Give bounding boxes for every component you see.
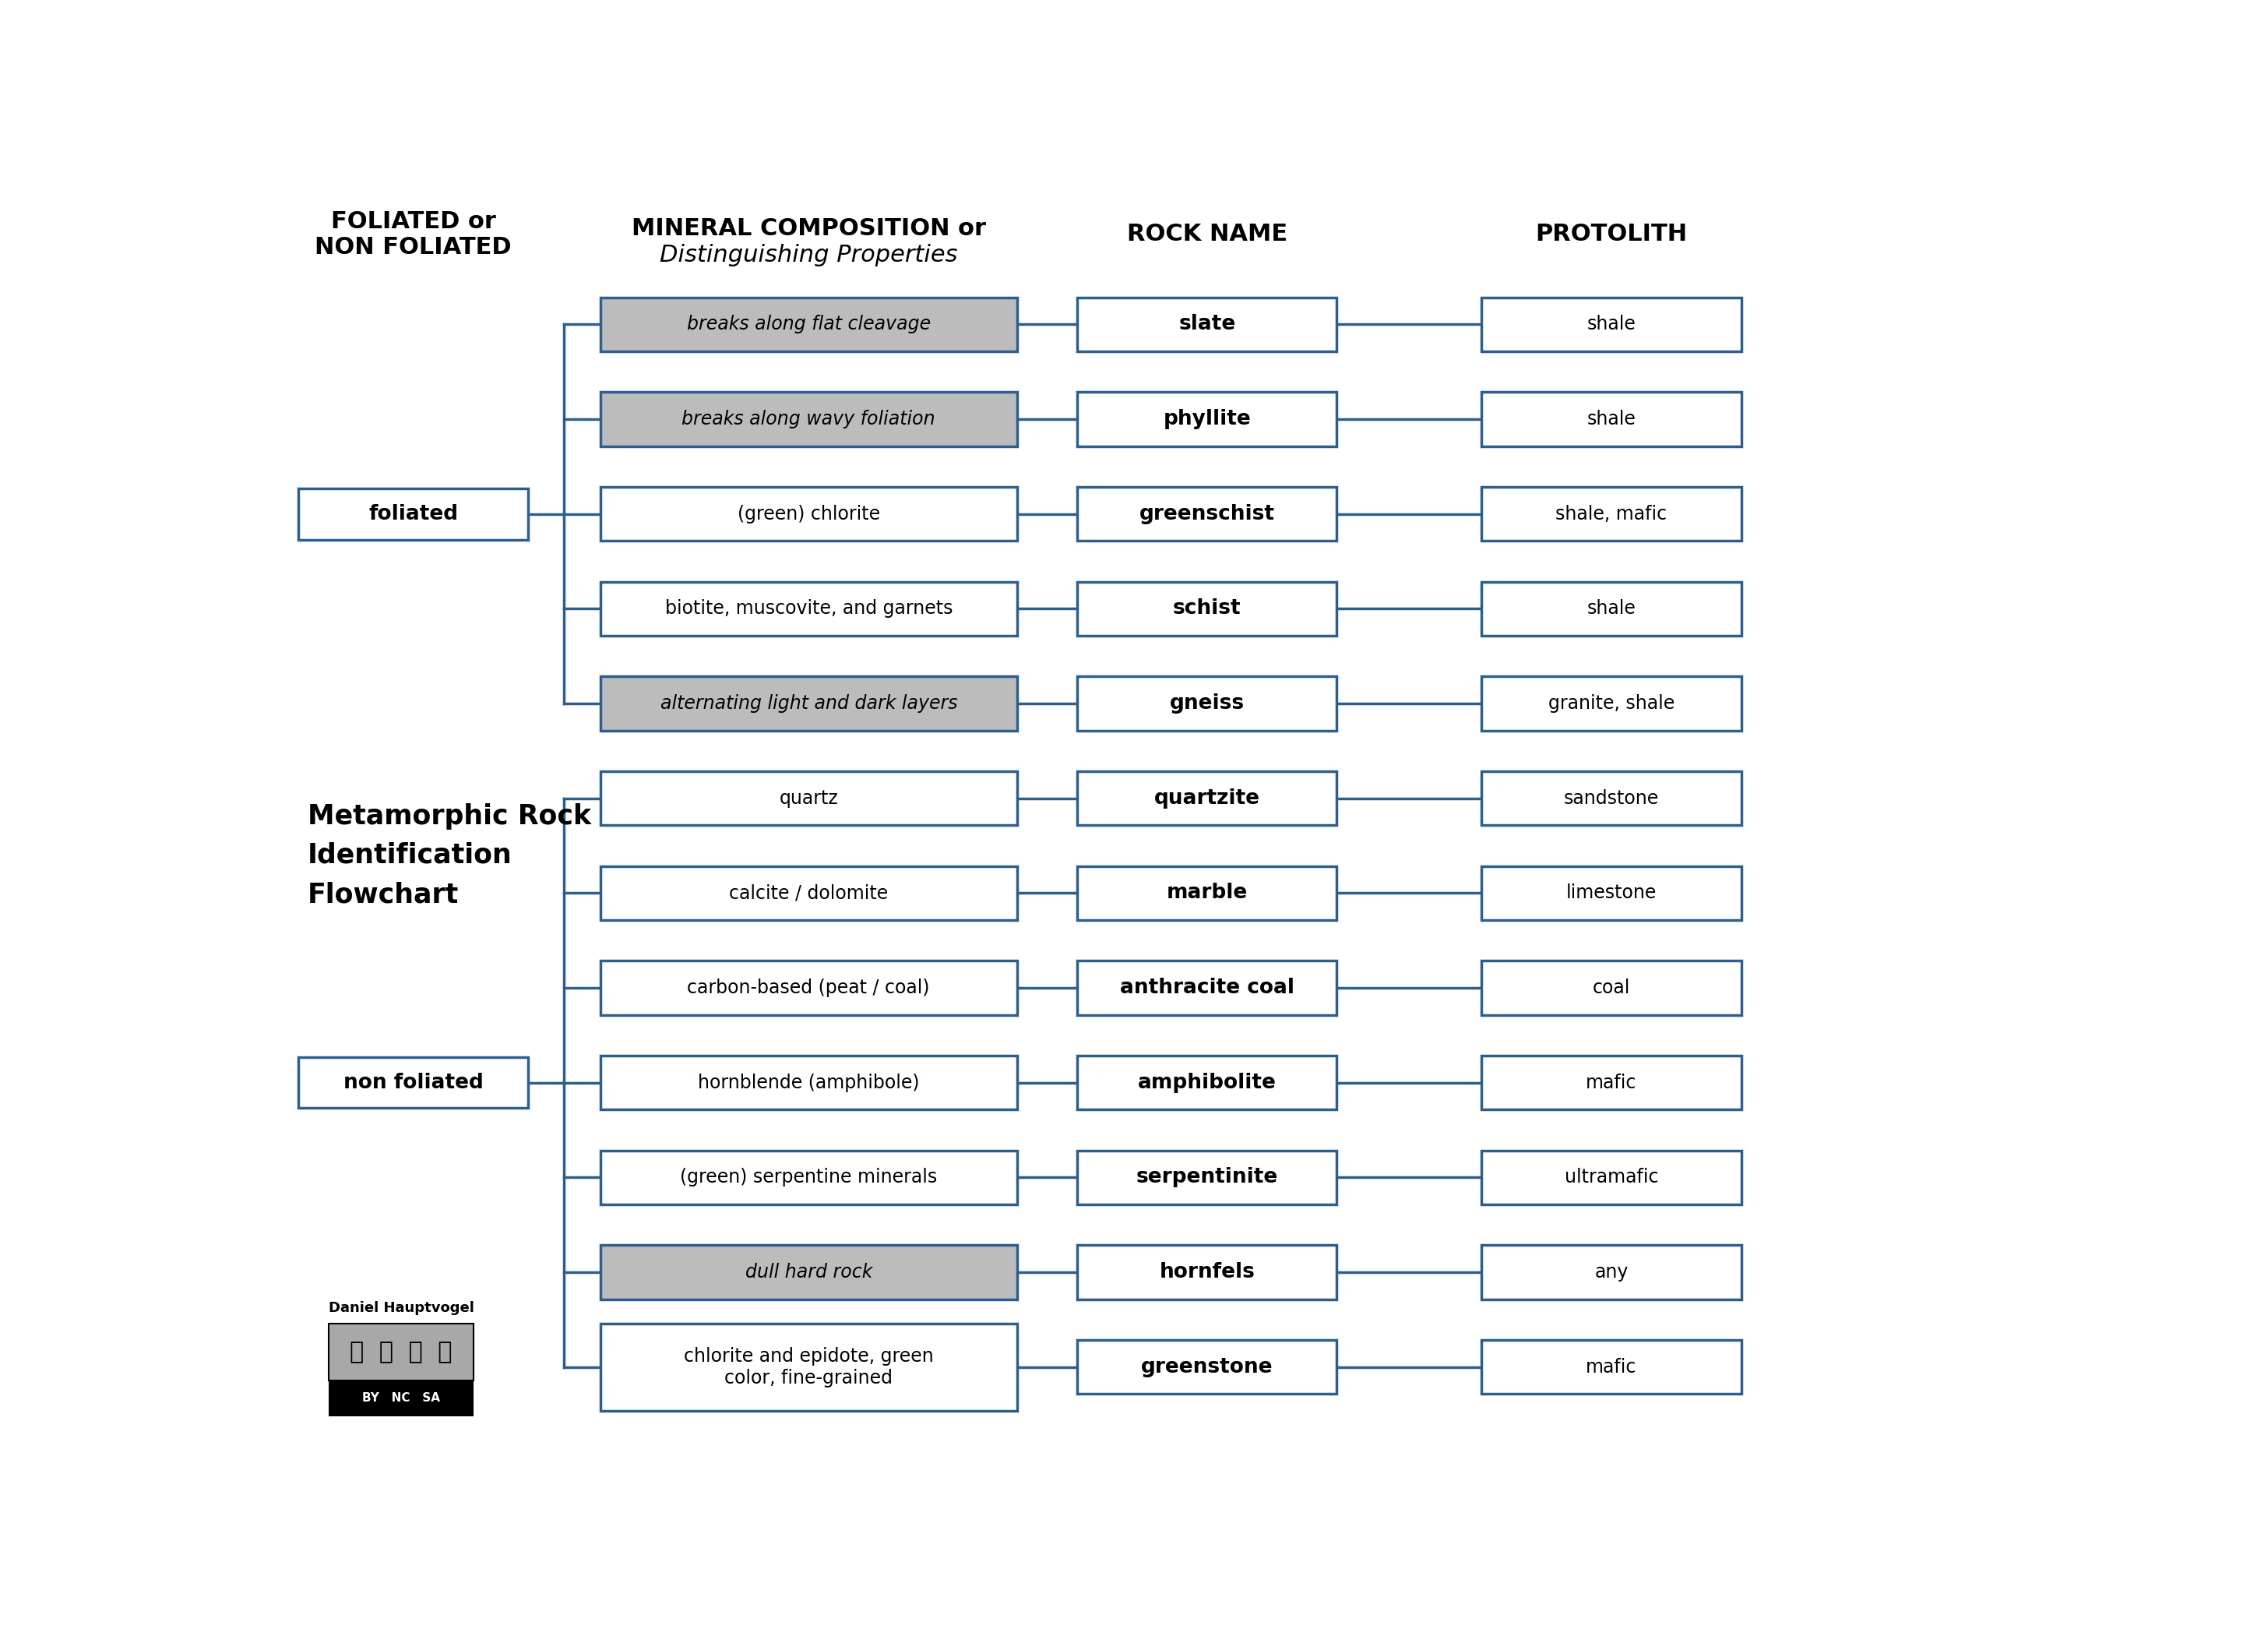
FancyBboxPatch shape	[299, 489, 528, 539]
Text: (green) chlorite: (green) chlorite	[737, 505, 880, 523]
FancyBboxPatch shape	[1481, 393, 1742, 446]
Text: non foliated: non foliated	[342, 1072, 483, 1093]
FancyBboxPatch shape	[1077, 298, 1336, 352]
Text: hornblende (amphibole): hornblende (amphibole)	[699, 1074, 919, 1091]
Text: biotite, muscovite, and garnets: biotite, muscovite, and garnets	[665, 599, 953, 617]
Text: marble: marble	[1166, 883, 1247, 902]
Text: dull hard rock: dull hard rock	[744, 1262, 873, 1282]
Text: anthracite coal: anthracite coal	[1120, 977, 1295, 999]
FancyBboxPatch shape	[1481, 582, 1742, 635]
FancyBboxPatch shape	[601, 1323, 1016, 1411]
FancyBboxPatch shape	[1481, 961, 1742, 1015]
Text: shale, mafic: shale, mafic	[1556, 505, 1667, 523]
FancyBboxPatch shape	[1077, 676, 1336, 730]
Text: sandstone: sandstone	[1565, 788, 1658, 808]
FancyBboxPatch shape	[601, 772, 1016, 826]
Text: greenstone: greenstone	[1141, 1357, 1272, 1377]
Text: amphibolite: amphibolite	[1139, 1072, 1277, 1093]
FancyBboxPatch shape	[1077, 867, 1336, 920]
Text: Distinguishing Properties: Distinguishing Properties	[660, 244, 957, 267]
Text: Metamorphic Rock
Identification
Flowchart: Metamorphic Rock Identification Flowchar…	[308, 803, 592, 907]
FancyBboxPatch shape	[1077, 393, 1336, 446]
FancyBboxPatch shape	[1077, 961, 1336, 1015]
Text: hornfels: hornfels	[1159, 1262, 1254, 1282]
Text: ultramafic: ultramafic	[1565, 1168, 1658, 1188]
Text: shale: shale	[1588, 599, 1635, 617]
Text: mafic: mafic	[1585, 1357, 1637, 1377]
Text: breaks along flat cleavage: breaks along flat cleavage	[687, 314, 930, 334]
FancyBboxPatch shape	[1481, 676, 1742, 730]
FancyBboxPatch shape	[601, 676, 1016, 730]
FancyBboxPatch shape	[601, 1245, 1016, 1300]
Text: breaks along wavy foliation: breaks along wavy foliation	[683, 411, 934, 428]
Text: shale: shale	[1588, 314, 1635, 334]
Text: gneiss: gneiss	[1170, 694, 1245, 714]
FancyBboxPatch shape	[1481, 1056, 1742, 1109]
Text: ROCK NAME: ROCK NAME	[1127, 223, 1288, 246]
FancyBboxPatch shape	[601, 1150, 1016, 1204]
FancyBboxPatch shape	[1077, 1056, 1336, 1109]
FancyBboxPatch shape	[329, 1323, 474, 1381]
FancyBboxPatch shape	[1481, 1245, 1742, 1300]
FancyBboxPatch shape	[1077, 1150, 1336, 1204]
FancyBboxPatch shape	[1481, 487, 1742, 541]
FancyBboxPatch shape	[1077, 772, 1336, 826]
Text: Daniel Hauptvogel: Daniel Hauptvogel	[329, 1302, 474, 1315]
Text: shale: shale	[1588, 411, 1635, 428]
Text: any: any	[1594, 1262, 1628, 1282]
FancyBboxPatch shape	[1077, 1245, 1336, 1300]
Text: granite, shale: granite, shale	[1549, 694, 1674, 714]
Text: PROTOLITH: PROTOLITH	[1535, 223, 1687, 246]
Text: coal: coal	[1592, 979, 1631, 997]
FancyBboxPatch shape	[1077, 487, 1336, 541]
Text: quartzite: quartzite	[1154, 788, 1261, 808]
Text: carbon-based (peat / coal): carbon-based (peat / coal)	[687, 979, 930, 997]
Text: greenschist: greenschist	[1139, 503, 1275, 525]
FancyBboxPatch shape	[1481, 298, 1742, 352]
Text: serpentinite: serpentinite	[1136, 1168, 1277, 1188]
Text: alternating light and dark layers: alternating light and dark layers	[660, 694, 957, 714]
Text: quartz: quartz	[780, 788, 839, 808]
Text: limestone: limestone	[1567, 885, 1656, 902]
Text: MINERAL COMPOSITION or: MINERAL COMPOSITION or	[631, 217, 987, 239]
FancyBboxPatch shape	[1077, 1341, 1336, 1394]
FancyBboxPatch shape	[1481, 1150, 1742, 1204]
Text: mafic: mafic	[1585, 1074, 1637, 1091]
Text: slate: slate	[1179, 314, 1236, 334]
Text: calcite / dolomite: calcite / dolomite	[728, 885, 889, 902]
FancyBboxPatch shape	[601, 393, 1016, 446]
Text: schist: schist	[1173, 599, 1241, 619]
FancyBboxPatch shape	[601, 961, 1016, 1015]
FancyBboxPatch shape	[601, 582, 1016, 635]
Text: FOLIATED or
NON FOLIATED: FOLIATED or NON FOLIATED	[315, 210, 513, 259]
FancyBboxPatch shape	[1481, 867, 1742, 920]
Text: phyllite: phyllite	[1163, 409, 1252, 430]
FancyBboxPatch shape	[1481, 1341, 1742, 1394]
FancyBboxPatch shape	[601, 298, 1016, 352]
Text: (green) serpentine minerals: (green) serpentine minerals	[680, 1168, 937, 1188]
FancyBboxPatch shape	[1481, 772, 1742, 826]
FancyBboxPatch shape	[601, 487, 1016, 541]
Text: ⓒ  ⓘ  ⓢ  Ⓢ: ⓒ ⓘ ⓢ Ⓢ	[349, 1341, 451, 1363]
FancyBboxPatch shape	[329, 1381, 474, 1416]
Text: foliated: foliated	[367, 503, 458, 525]
Text: BY   NC   SA: BY NC SA	[363, 1393, 440, 1404]
FancyBboxPatch shape	[1077, 582, 1336, 635]
FancyBboxPatch shape	[601, 867, 1016, 920]
FancyBboxPatch shape	[601, 1056, 1016, 1109]
Text: chlorite and epidote, green
color, fine-grained: chlorite and epidote, green color, fine-…	[683, 1347, 934, 1388]
FancyBboxPatch shape	[299, 1057, 528, 1108]
